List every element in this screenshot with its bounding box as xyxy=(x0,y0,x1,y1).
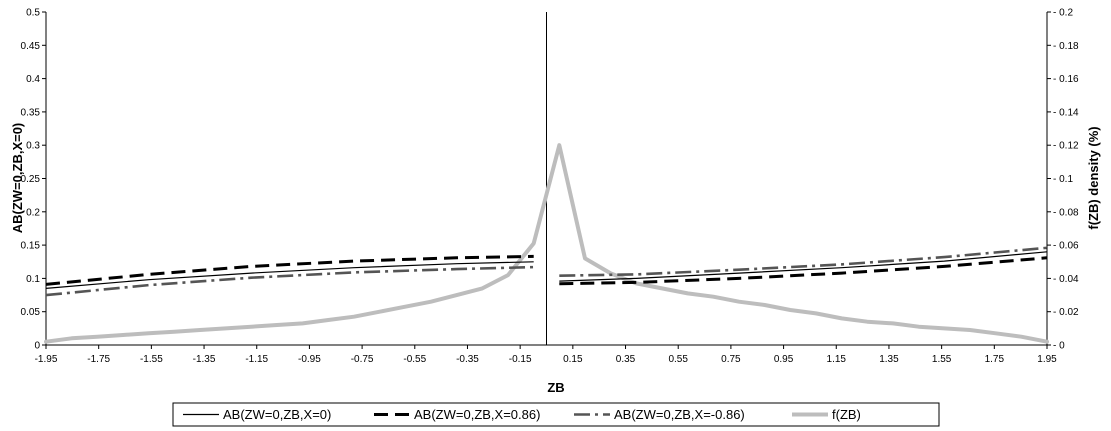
series-line-ab-zw-0-zb-x-0-segment-2 xyxy=(559,251,1048,282)
x-tick-label: -1.55 xyxy=(140,354,163,365)
y-left-tick-label: 0.5 xyxy=(26,8,40,19)
x-axis-title: ZB xyxy=(547,380,564,395)
x-tick-label: 0.35 xyxy=(616,354,636,365)
y-left-tick-label: 0 xyxy=(34,341,40,352)
y-left-tick-label: 0.2 xyxy=(26,207,40,218)
y-right-tick-label: - 0.04 xyxy=(1053,274,1079,285)
y-left-tick-label: 0.05 xyxy=(21,307,41,318)
x-tick-label: 1.55 xyxy=(932,354,952,365)
x-tick-label: -0.75 xyxy=(351,354,374,365)
x-tick-label: 0.95 xyxy=(774,354,794,365)
y-right-tick-label: - 0.18 xyxy=(1053,41,1079,52)
series-line-ab-zw-0-zb-x-0-segment-1 xyxy=(45,261,534,289)
legend-label: f(ZB) xyxy=(832,407,861,422)
y-left-tick-label: 0.45 xyxy=(21,41,41,52)
x-tick-label: -1.75 xyxy=(87,354,110,365)
x-tick-label: 0.75 xyxy=(721,354,741,365)
x-tick-label: -1.15 xyxy=(245,354,268,365)
y-right-tick-label: - 0.12 xyxy=(1053,141,1079,152)
y-left-tick-label: 0.15 xyxy=(21,241,41,252)
x-tick-label: -0.55 xyxy=(403,354,426,365)
x-tick-label: -1.95 xyxy=(35,354,58,365)
y-left-tick-label: 0.35 xyxy=(21,107,41,118)
x-tick-label: -0.15 xyxy=(509,354,532,365)
legend-label: AB(ZW=0,ZB,X=-0.86) xyxy=(614,407,745,422)
series-line-ab-zw-0-zb-x-0-86-segment-2 xyxy=(559,256,1048,286)
y-left-tick-label: 0.1 xyxy=(26,274,40,285)
x-tick-label: 1.15 xyxy=(827,354,847,365)
y-left-tick-label: 0.4 xyxy=(26,74,40,85)
y-right-tick-label: - 0.14 xyxy=(1053,107,1079,118)
legend-label: AB(ZW=0,ZB,X=0) xyxy=(223,407,331,422)
series-layer xyxy=(44,143,1049,344)
y-right-tick-label: - 0.1 xyxy=(1053,174,1073,185)
x-tick-label: 1.95 xyxy=(1037,354,1057,365)
y-right-tick-label: - 0.08 xyxy=(1053,207,1079,218)
x-tick-label: 0.15 xyxy=(563,354,583,365)
x-tick-label: 0.55 xyxy=(668,354,688,365)
series-line-f-zb-segment-1 xyxy=(44,143,1049,344)
x-tick-label: -0.95 xyxy=(298,354,321,365)
legend-label: AB(ZW=0,ZB,X=0.86) xyxy=(414,407,540,422)
y-right-tick-label: - 0 xyxy=(1053,341,1065,352)
axes: 0 0.05 0.1 0.15 0.2 0.25 0.3 0.35 0.4 0.45 0.5 - 0 -… xyxy=(21,8,1079,366)
series-line-ab-zw-0-zb-x-0-86-segment-2 xyxy=(559,246,1048,277)
x-tick-label: 1.35 xyxy=(879,354,899,365)
x-tick-label: -1.35 xyxy=(193,354,216,365)
y-right-tick-label: - 0.02 xyxy=(1053,307,1079,318)
legend: AB(ZW=0,ZB,X=0) AB(ZW=0,ZB,X=0.86) AB(ZW=0… xyxy=(172,402,940,427)
y-axis-left-title: AB(ZW=0,ZB,X=0) xyxy=(10,123,25,234)
y-left-tick-label: 0.25 xyxy=(21,174,41,185)
x-tick-label: -0.35 xyxy=(456,354,479,365)
y-left-tick-label: 0.3 xyxy=(26,141,40,152)
y-right-tick-label: - 0.06 xyxy=(1053,241,1079,252)
y-right-tick-label: - 0.16 xyxy=(1053,74,1079,85)
legend-box xyxy=(172,402,940,427)
y-right-tick-label: - 0.2 xyxy=(1053,8,1073,19)
y-axis-right-title: f(ZB) density (%) xyxy=(1086,126,1101,229)
x-tick-label: 1.75 xyxy=(985,354,1005,365)
series-line-ab-zw-0-zb-x-0-86-segment-1 xyxy=(45,254,534,286)
